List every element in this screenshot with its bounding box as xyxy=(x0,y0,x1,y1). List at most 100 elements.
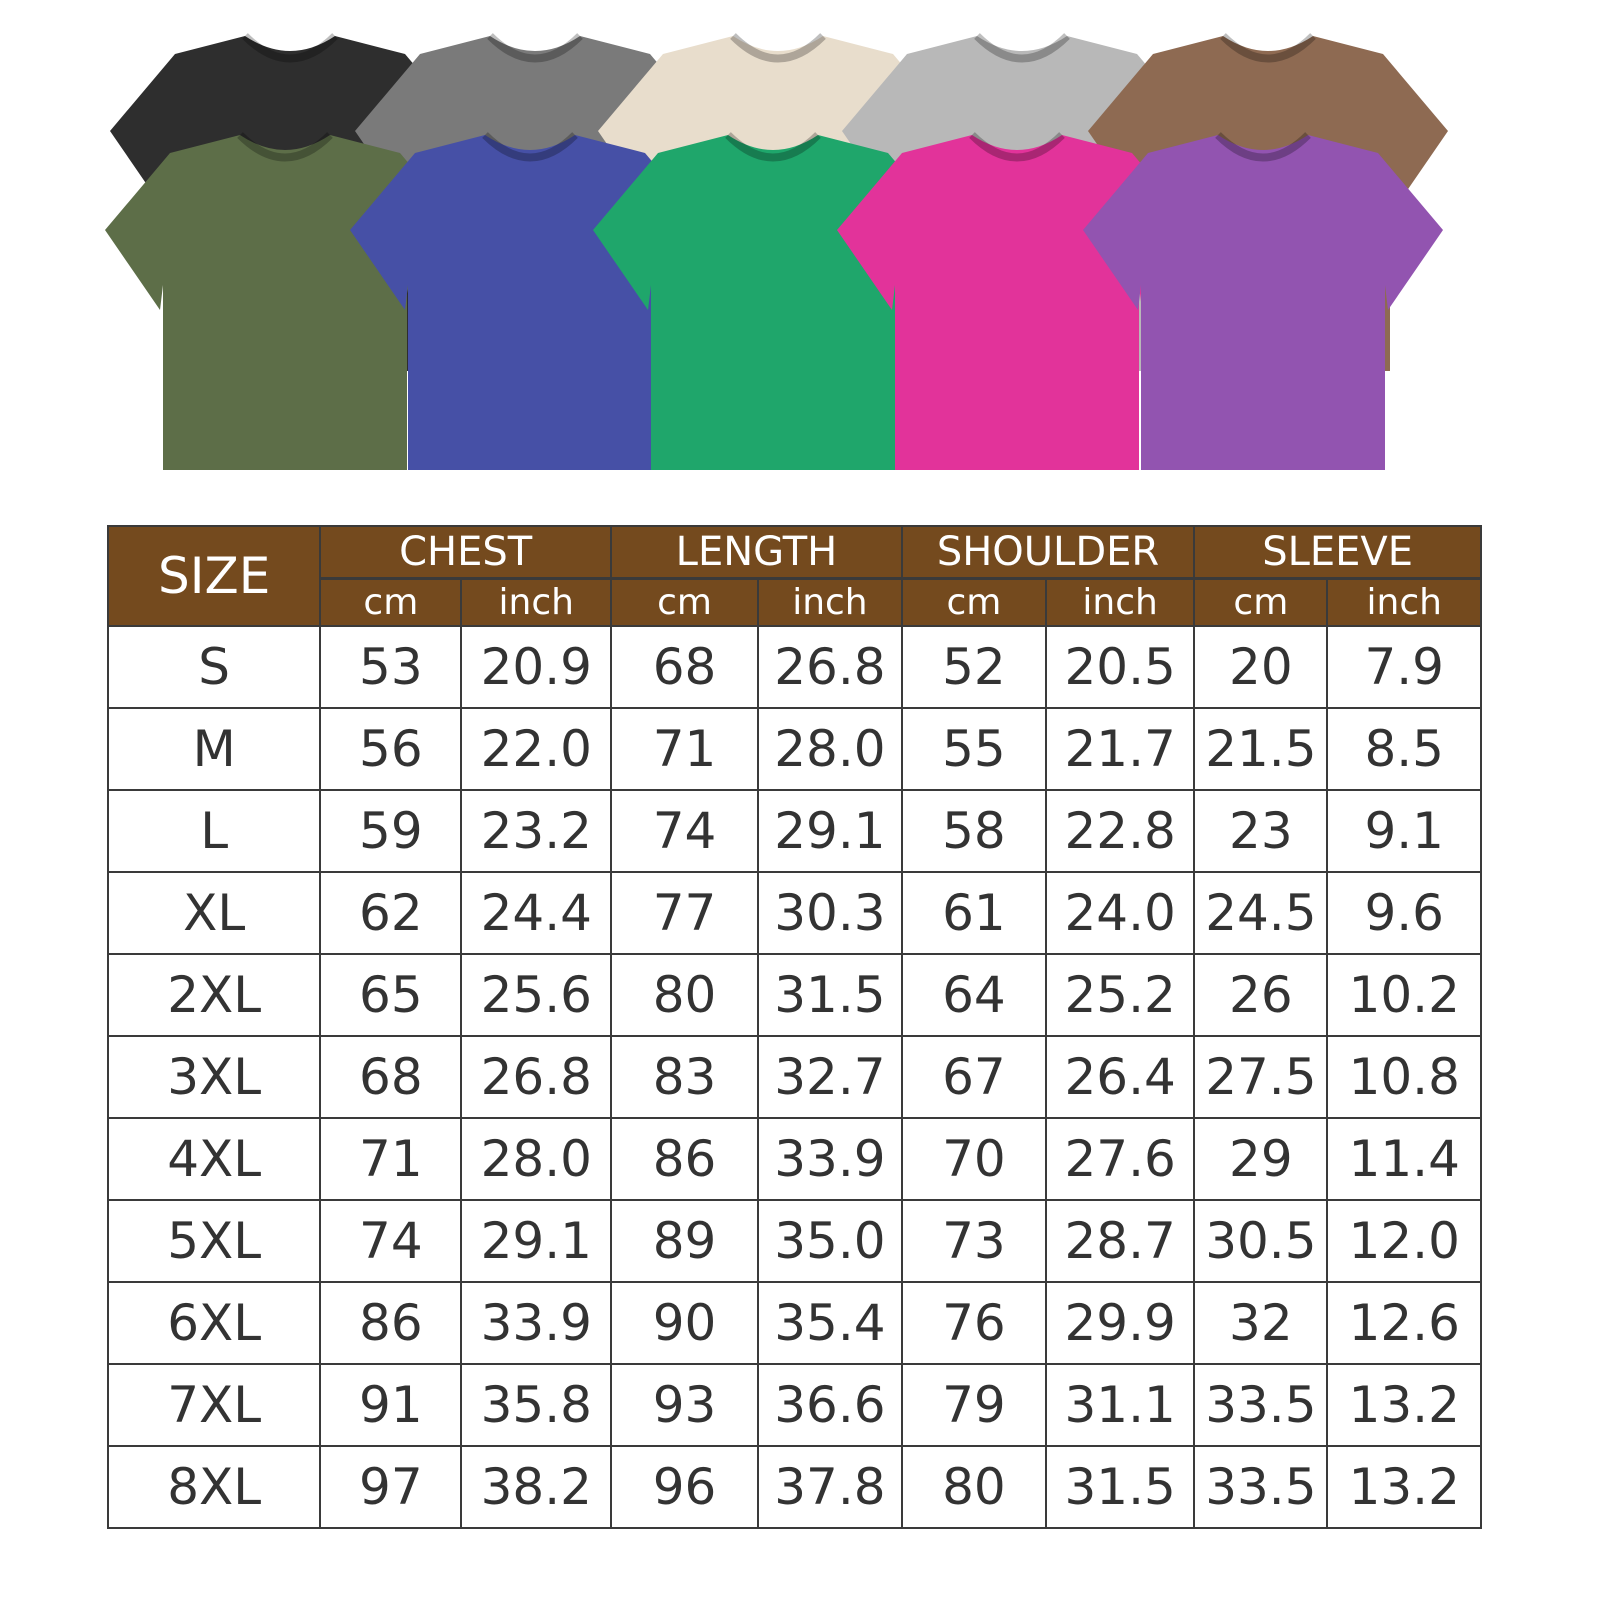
measurement-cell: 26.8 xyxy=(756,625,903,709)
measurement-cell: 89 xyxy=(610,1199,759,1283)
chest-cm-header: cm xyxy=(319,578,463,627)
measurement-cell: 31.5 xyxy=(1045,1445,1196,1529)
measurement-cell: 29.9 xyxy=(1045,1281,1196,1365)
measurement-cell: 20.5 xyxy=(1045,625,1196,709)
measurement-cell: 27.6 xyxy=(1045,1117,1196,1201)
table-row: 6XL 86 33.9 90 35.4 76 29.9 32 12.6 xyxy=(106,1281,1482,1365)
measurement-cell: 33.5 xyxy=(1193,1445,1329,1529)
measurement-cell: 53 xyxy=(319,625,463,709)
size-cell: S xyxy=(106,625,322,709)
measurement-cell: 9.6 xyxy=(1326,871,1482,955)
measurement-cell: 73 xyxy=(900,1199,1048,1283)
measurement-cell: 74 xyxy=(610,789,759,873)
measurement-cell: 28.0 xyxy=(460,1117,613,1201)
measurement-cell: 26 xyxy=(1193,953,1329,1037)
measurement-cell: 7.9 xyxy=(1326,625,1482,709)
measurement-cell: 9.1 xyxy=(1326,789,1482,873)
measurement-cell: 74 xyxy=(319,1199,463,1283)
measurement-cell: 71 xyxy=(610,707,759,791)
measurement-cell: 29 xyxy=(1193,1117,1329,1201)
size-cell: 5XL xyxy=(106,1199,322,1283)
measurement-cell: 91 xyxy=(319,1363,463,1447)
measurement-cell: 24.0 xyxy=(1045,871,1196,955)
measurement-cell: 93 xyxy=(610,1363,759,1447)
length-header: LENGTH xyxy=(610,525,903,580)
measurement-cell: 62 xyxy=(319,871,463,955)
measurement-cell: 79 xyxy=(900,1363,1048,1447)
measurement-cell: 27.5 xyxy=(1193,1035,1329,1119)
measurement-cell: 80 xyxy=(610,953,759,1037)
measurement-cell: 8.5 xyxy=(1326,707,1482,791)
measurement-cell: 35.8 xyxy=(460,1363,613,1447)
measurement-cell: 76 xyxy=(900,1281,1048,1365)
table-row: 4XL 71 28.0 86 33.9 70 27.6 29 11.4 xyxy=(106,1117,1482,1201)
measurement-cell: 86 xyxy=(319,1281,463,1365)
table-row: L 59 23.2 74 29.1 58 22.8 23 9.1 xyxy=(106,789,1482,873)
measurement-cell: 56 xyxy=(319,707,463,791)
measurement-cell: 29.1 xyxy=(460,1199,613,1283)
measurement-cell: 36.6 xyxy=(756,1363,903,1447)
length-inch-header: inch xyxy=(757,578,903,627)
measurement-cell: 96 xyxy=(610,1445,759,1529)
measurement-cell: 58 xyxy=(900,789,1048,873)
measurement-cell: 67 xyxy=(900,1035,1048,1119)
measurement-cell: 32 xyxy=(1193,1281,1329,1365)
size-cell: 4XL xyxy=(106,1117,322,1201)
table-row: M 56 22.0 71 28.0 55 21.7 21.5 8.5 xyxy=(106,707,1482,791)
measurement-cell: 28.7 xyxy=(1045,1199,1196,1283)
measurement-cell: 32.7 xyxy=(756,1035,903,1119)
measurement-cell: 20 xyxy=(1193,625,1329,709)
measurement-cell: 21.7 xyxy=(1045,707,1196,791)
table-row: 7XL 91 35.8 93 36.6 79 31.1 33.5 13.2 xyxy=(106,1363,1482,1447)
table-row: XL 62 24.4 77 30.3 61 24.0 24.5 9.6 xyxy=(106,871,1482,955)
measurement-cell: 70 xyxy=(900,1117,1048,1201)
measurement-cell: 10.8 xyxy=(1326,1035,1482,1119)
measurement-cell: 71 xyxy=(319,1117,463,1201)
measurement-cell: 24.5 xyxy=(1193,871,1329,955)
measurement-cell: 52 xyxy=(900,625,1048,709)
size-cell: 3XL xyxy=(106,1035,322,1119)
size-cell: 6XL xyxy=(106,1281,322,1365)
measurement-cell: 59 xyxy=(319,789,463,873)
measurement-cell: 68 xyxy=(610,625,759,709)
sleeve-header: SLEEVE xyxy=(1193,525,1482,580)
measurement-cell: 38.2 xyxy=(460,1445,613,1529)
measurement-cell: 26.8 xyxy=(460,1035,613,1119)
table-row: 5XL 74 29.1 89 35.0 73 28.7 30.5 12.0 xyxy=(106,1199,1482,1283)
tshirt-color-options xyxy=(105,33,1448,470)
measurement-cell: 55 xyxy=(900,707,1048,791)
table-row: 8XL 97 38.2 96 37.8 80 31.5 33.5 13.2 xyxy=(106,1445,1482,1529)
measurement-cell: 86 xyxy=(610,1117,759,1201)
table-row: S 53 20.9 68 26.8 52 20.5 20 7.9 xyxy=(106,625,1482,709)
size-cell: XL xyxy=(106,871,322,955)
sleeve-inch-header: inch xyxy=(1326,578,1482,627)
tshirt-front-5 xyxy=(1083,132,1443,470)
size-cell: 2XL xyxy=(106,953,322,1037)
measurement-cell: 31.1 xyxy=(1045,1363,1196,1447)
chest-header: CHEST xyxy=(319,525,613,580)
length-cm-header: cm xyxy=(610,578,759,627)
measurement-cell: 65 xyxy=(319,953,463,1037)
measurement-cell: 22.8 xyxy=(1045,789,1196,873)
size-chart-table: SIZE CHEST LENGTH SHOULDER SLEEVE cm inch… xyxy=(106,525,1482,1529)
measurement-cell: 13.2 xyxy=(1326,1445,1482,1529)
size-cell: 7XL xyxy=(106,1363,322,1447)
measurement-cell: 30.3 xyxy=(756,871,903,955)
size-header: SIZE xyxy=(106,525,322,627)
measurement-cell: 13.2 xyxy=(1326,1363,1482,1447)
measurement-cell: 61 xyxy=(900,871,1048,955)
measurement-cell: 12.0 xyxy=(1326,1199,1482,1283)
table-row: 3XL 68 26.8 83 32.7 67 26.4 27.5 10.8 xyxy=(106,1035,1482,1119)
measurement-cell: 10.2 xyxy=(1326,953,1482,1037)
measurement-cell: 25.6 xyxy=(460,953,613,1037)
shoulder-inch-header: inch xyxy=(1045,578,1196,627)
measurement-cell: 37.8 xyxy=(756,1445,903,1529)
measurement-cell: 77 xyxy=(610,871,759,955)
measurement-cell: 97 xyxy=(319,1445,463,1529)
measurement-cell: 31.5 xyxy=(756,953,903,1037)
sleeve-cm-header: cm xyxy=(1193,578,1329,627)
measurement-cell: 33.5 xyxy=(1193,1363,1329,1447)
measurement-cell: 20.9 xyxy=(460,625,613,709)
measurement-cell: 90 xyxy=(610,1281,759,1365)
measurement-cell: 80 xyxy=(900,1445,1048,1529)
